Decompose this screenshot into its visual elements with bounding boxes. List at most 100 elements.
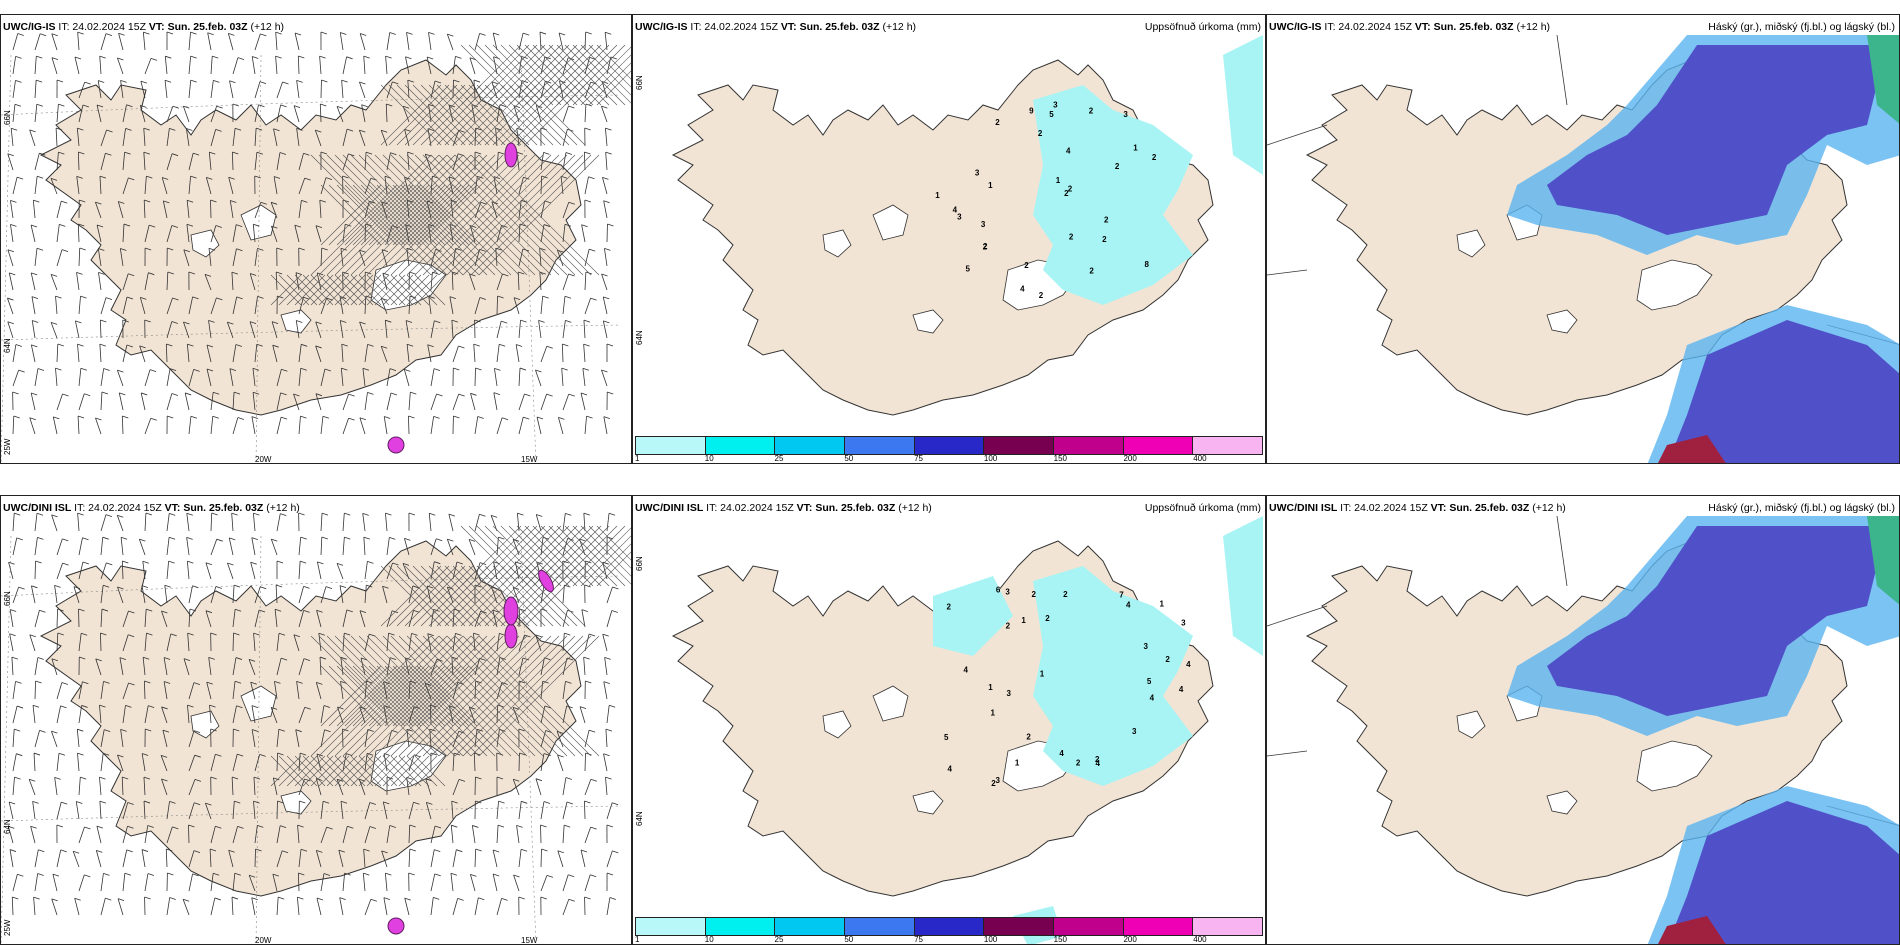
colorbar-ticks: 1 10 25 50 75 100 150 200 400 [635,454,1263,463]
precip-value-label: 2 [1104,216,1109,225]
precip-value-label: 1 [1160,599,1165,608]
colorbar-tick-label: 200 [1123,454,1137,463]
panel-precip-igis: 5 3 2 1 2 1 3 2 2 2 4 3 2 2 2 9 8 1 2 4 2 5 2 2 1 2 3 2 4 2 3 UWC/IG-IS… [632,14,1266,464]
precip-value-label: 9 [1029,106,1034,115]
cloud-cover [1507,516,1899,944]
iceland-landmass [39,59,582,416]
precip-value-label: 2 [1165,655,1170,664]
colorbar-tick-label: 150 [1053,935,1068,944]
lat-label-66: 66N [635,556,644,571]
lat-label-64: 64N [635,811,644,826]
lat-label-64: 64N [3,338,12,353]
precip-value-label: 3 [981,220,986,229]
precip-hatch [270,44,631,306]
precip-value-label: 3 [996,776,1001,785]
precip-value-label: 7 [1119,590,1124,599]
colorbar-swatch [1054,437,1124,454]
colorbar-ticks: 1 10 25 50 75 100 150 200 400 [635,935,1263,944]
panel-wind-dini: UWC/DINI ISL IT: 24.02.2024 15Z VT: Sun.… [0,495,632,945]
colorbar-swatch [914,918,985,935]
colorbar-swatch [1123,918,1194,935]
precip-area [933,516,1263,944]
wind-barbs [7,512,619,916]
precip-value-label: 4 [1179,685,1184,694]
colorbar-tick-label: 400 [1193,454,1207,463]
precip-value-label: 1 [988,181,993,190]
graticule [1,54,622,463]
precip-value-label: 2 [983,242,988,251]
colorbar-tick-label: 25 [774,935,784,944]
panel-clouds-igis: UWC/IG-IS IT: 24.02.2024 15Z VT: Sun. 25… [1266,14,1900,464]
graticule [1,535,622,944]
precip-value-label: 3 [975,169,980,178]
colorbar [635,917,1263,936]
precip-value-label: 2 [1038,129,1043,138]
precip-value-label: 4 [1066,146,1071,155]
lon-label-20: 20W [255,455,272,464]
precip-value-label: 1 [1133,143,1138,152]
map-canvas [1,15,631,463]
precip-value-label: 4 [953,205,958,214]
precip-value-label: 4 [1186,660,1191,669]
colorbar [635,436,1263,455]
colorbar-swatch [984,437,1055,454]
precip-value-label: 2 [995,118,1000,127]
precip-value-label: 1 [1040,670,1045,679]
map-canvas [1,496,631,944]
colorbar-tick-label: 1 [635,454,640,463]
precip-value-label: 2 [1026,733,1031,742]
colorbar-swatch [845,918,915,935]
colorbar-tick-label: 75 [914,935,924,944]
precip-value-label: 3 [1181,619,1186,628]
precip-value-label: 1 [935,191,940,200]
colorbar-tick-label: 400 [1193,935,1207,944]
precip-value-label: 4 [1150,694,1155,703]
precip-value-label: 1 [988,683,993,692]
precip-value-label: 5 [944,733,949,742]
colorbar-tick-label: 150 [1053,454,1068,463]
precip-value-label: 2 [1024,261,1029,270]
precip-value-label: 3 [1007,689,1012,698]
precip-value-label: 2 [1064,189,1069,198]
lon-label-25: 25W [3,438,12,455]
convective-spots [387,142,518,454]
colorbar-tick-label: 50 [844,935,854,944]
colorbar-tick-label: 100 [983,935,998,944]
colorbar-swatch [1193,918,1263,935]
precip-value-label: 2 [1006,621,1011,630]
panel-clouds-dini: UWC/DINI ISL IT: 24.02.2024 15Z VT: Sun.… [1266,495,1900,945]
colorbar-swatch [705,918,776,935]
colorbar-swatch [705,437,776,454]
colorbar-tick-label: 50 [844,454,854,463]
precip-value-label: 2 [1069,233,1074,242]
precip-value-label: 3 [1123,110,1128,119]
precip-area [1033,35,1263,305]
lat-label-64: 64N [635,330,644,345]
precip-value-label: 2 [991,779,996,788]
colorbar-tick-label: 100 [983,454,998,463]
precip-value-label: 2 [1095,755,1100,764]
precip-value-label: 6 [996,586,1001,595]
precip-value-label: 2 [1089,267,1094,276]
precip-value-label: 1 [1056,176,1061,185]
precip-value-label: 2 [1102,235,1107,244]
precip-value-label: 3 [1132,727,1137,736]
precip-value-label: 3 [957,212,962,221]
colorbar-tick-label: 10 [704,454,714,463]
lon-label-25: 25W [3,919,12,936]
lat-label-66: 66N [3,110,12,125]
panel-wind-igis: UWC/IG-IS IT: 24.02.2024 15Z VT: Sun. 25… [0,14,632,464]
precip-value-label: 2 [1089,107,1094,116]
lat-label-66: 66N [3,591,12,606]
precip-value-label: 8 [1144,260,1149,269]
colorbar-swatch [845,437,915,454]
precip-value-label: 2 [1045,614,1050,623]
cloud-cover [1507,35,1899,463]
precip-value-label: 1 [1021,616,1026,625]
precip-value-label: 4 [1020,284,1025,293]
precip-value-label: 1 [1015,759,1020,768]
convective-spots [387,569,554,935]
precip-value-label: 3 [1005,587,1010,596]
